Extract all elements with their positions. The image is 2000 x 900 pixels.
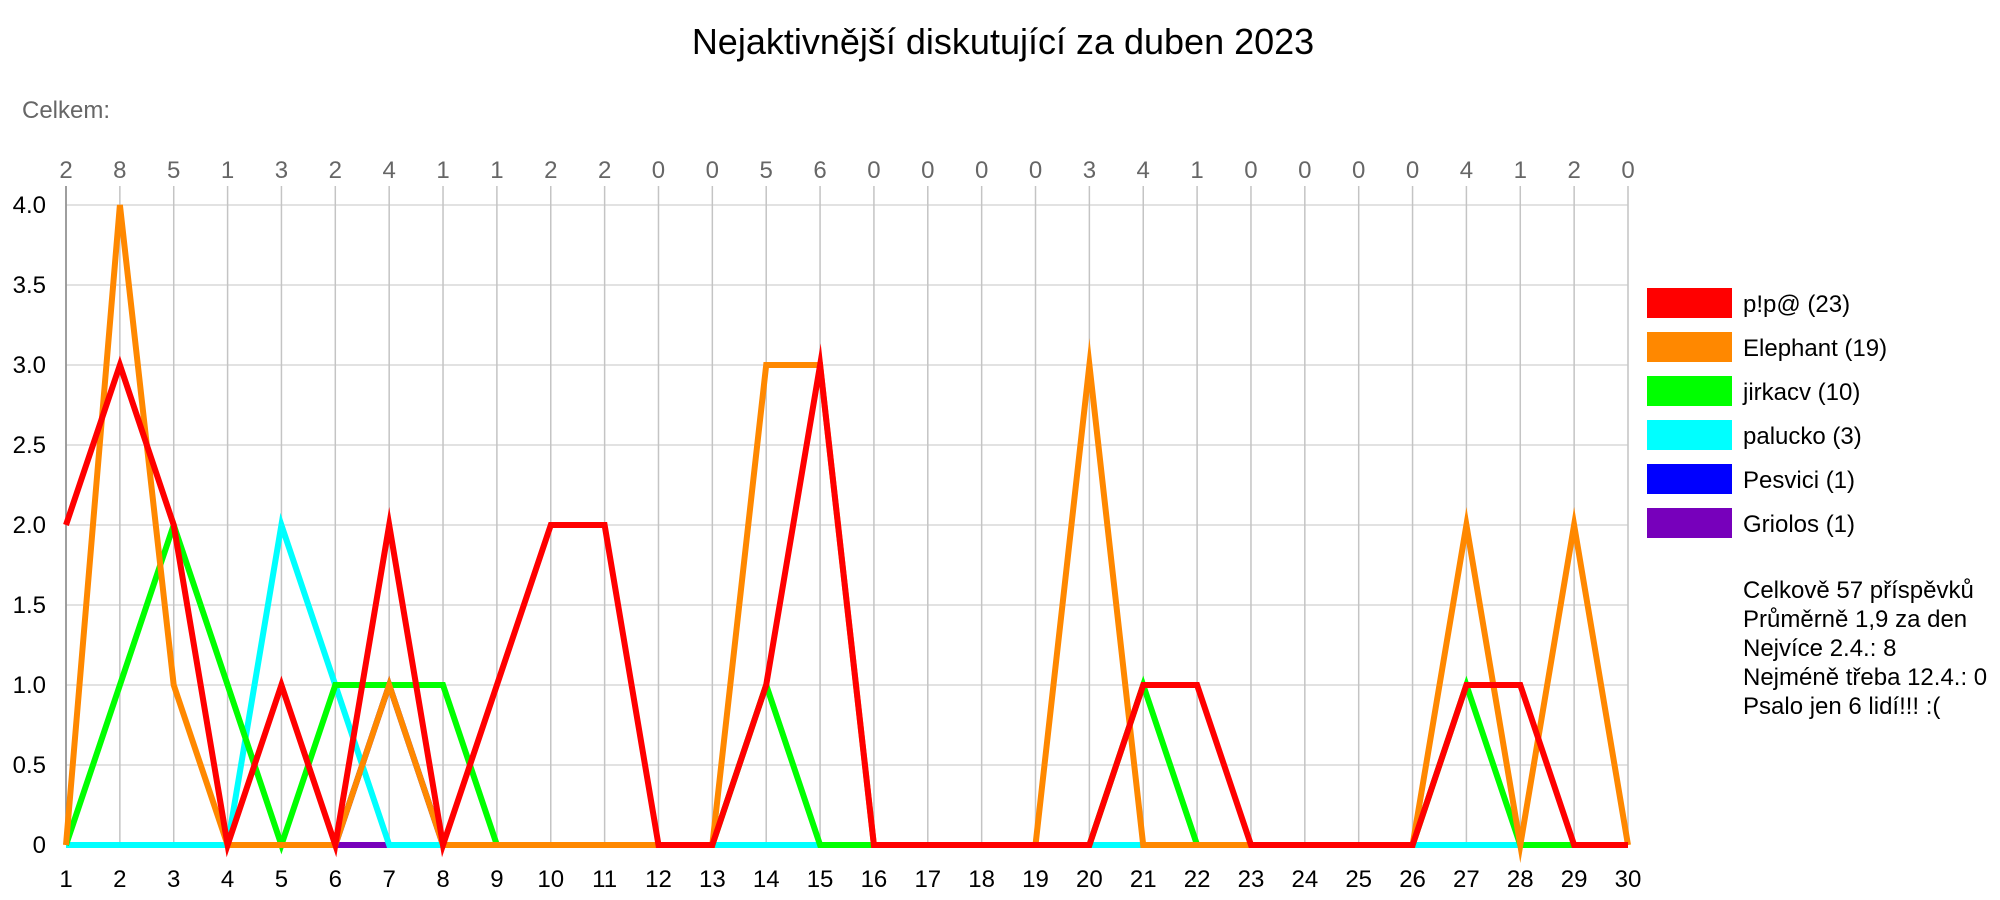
daily-total-label: 1 [1514, 157, 1527, 184]
x-tick-label: 18 [968, 866, 995, 893]
x-axis: 1 2 3 4 5 6 7 8 9 10 11 12 13 14 15 16 17 18 19 20 21 22 23 24 2… [59, 866, 1641, 893]
y-tick-label: 3.0 [13, 352, 46, 379]
daily-total-label: 0 [706, 157, 719, 184]
daily-total-label: 2 [1567, 157, 1580, 184]
daily-total-label: 0 [1298, 157, 1311, 184]
daily-totals-row: 2 8 5 1 3 2 4 1 1 2 2 0 0 5 6 0 0 0 0 3 4 1 0 0 0 0 4 1 2 0 [59, 157, 1634, 184]
chart-title: Nejaktivnější diskutující za duben 2023 [692, 21, 1314, 62]
daily-total-label: 5 [167, 157, 180, 184]
x-tick-label: 30 [1615, 866, 1642, 893]
x-tick-label: 8 [436, 866, 449, 893]
x-tick-label: 10 [537, 866, 564, 893]
x-tick-label: 27 [1453, 866, 1480, 893]
legend-swatch [1647, 464, 1732, 494]
totals-label: Celkem: [22, 97, 110, 124]
series-line [63, 343, 1628, 858]
daily-total-label: 2 [59, 157, 72, 184]
x-tick-label: 23 [1238, 866, 1265, 893]
y-tick-label: 2.0 [13, 512, 46, 539]
stats-line: Průměrně 1,9 za den [1743, 606, 1967, 633]
daily-total-label: 4 [1460, 157, 1473, 184]
x-tick-label: 28 [1507, 866, 1534, 893]
legend-swatch [1647, 508, 1732, 538]
daily-total-label: 0 [975, 157, 988, 184]
x-tick-label: 16 [861, 866, 888, 893]
daily-total-label: 0 [867, 157, 880, 184]
y-tick-label: 3.5 [13, 272, 46, 299]
stats-line: Nejvíce 2.4.: 8 [1743, 635, 1896, 662]
legend-label: Elephant (19) [1743, 335, 1887, 362]
stats-line: Nejméně třeba 12.4.: 0 [1743, 664, 1987, 691]
y-axis: 0 0.5 1.0 1.5 2.0 2.5 3.0 3.5 4.0 [13, 192, 46, 859]
daily-total-label: 1 [490, 157, 503, 184]
daily-total-label: 1 [436, 157, 449, 184]
daily-total-label: 0 [1244, 157, 1257, 184]
legend-label: p!p@ (23) [1743, 291, 1850, 318]
legend-swatch [1647, 288, 1732, 318]
stats-line: Celkově 57 příspěvků [1743, 577, 1974, 604]
legend-swatch [1647, 420, 1732, 450]
daily-total-label: 0 [1029, 157, 1042, 184]
x-tick-label: 26 [1399, 866, 1426, 893]
x-tick-label: 29 [1561, 866, 1588, 893]
x-tick-label: 22 [1184, 866, 1211, 893]
daily-total-label: 1 [1190, 157, 1203, 184]
daily-total-label: 4 [1137, 157, 1150, 184]
x-tick-label: 6 [329, 866, 342, 893]
daily-total-label: 2 [329, 157, 342, 184]
x-tick-label: 21 [1130, 866, 1157, 893]
x-tick-label: 3 [167, 866, 180, 893]
legend: p!p@ (23) Elephant (19) jirkacv (10) paluck… [1647, 288, 1887, 538]
daily-total-label: 0 [1621, 157, 1634, 184]
x-tick-label: 14 [753, 866, 780, 893]
x-tick-label: 2 [113, 866, 126, 893]
y-tick-label: 0 [33, 832, 46, 859]
x-tick-label: 19 [1022, 866, 1049, 893]
legend-label: Pesvici (1) [1743, 467, 1855, 494]
legend-label: palucko (3) [1743, 423, 1862, 450]
daily-total-label: 3 [1083, 157, 1096, 184]
x-tick-label: 9 [490, 866, 503, 893]
y-tick-label: 1.5 [13, 592, 46, 619]
x-tick-label: 12 [645, 866, 672, 893]
y-tick-label: 1.0 [13, 672, 46, 699]
daily-total-label: 0 [1352, 157, 1365, 184]
grid [65, 186, 1629, 846]
daily-total-label: 0 [921, 157, 934, 184]
stats-line: Psalo jen 6 lidí!!! :( [1743, 693, 1940, 720]
daily-total-label: 0 [1406, 157, 1419, 184]
daily-total-label: 5 [760, 157, 773, 184]
x-tick-label: 15 [807, 866, 834, 893]
daily-total-label: 2 [598, 157, 611, 184]
x-tick-label: 5 [275, 866, 288, 893]
legend-label: Griolos (1) [1743, 511, 1855, 538]
x-tick-label: 1 [59, 866, 72, 893]
daily-total-label: 4 [382, 157, 395, 184]
x-tick-label: 24 [1291, 866, 1318, 893]
x-tick-label: 13 [699, 866, 726, 893]
y-tick-label: 4.0 [13, 192, 46, 219]
daily-total-label: 6 [813, 157, 826, 184]
x-tick-label: 11 [592, 866, 617, 893]
series-lines [63, 204, 1631, 864]
x-tick-label: 17 [914, 866, 941, 893]
x-tick-label: 7 [382, 866, 395, 893]
daily-total-label: 3 [275, 157, 288, 184]
daily-total-label: 2 [544, 157, 557, 184]
daily-total-label: 8 [113, 157, 126, 184]
daily-total-label: 0 [652, 157, 665, 184]
legend-swatch [1647, 332, 1732, 362]
legend-label: jirkacv (10) [1742, 379, 1860, 406]
y-tick-label: 2.5 [13, 432, 46, 459]
daily-total-label: 1 [221, 157, 234, 184]
x-tick-label: 4 [221, 866, 234, 893]
legend-swatch [1647, 376, 1732, 406]
x-tick-label: 20 [1076, 866, 1103, 893]
x-tick-label: 25 [1345, 866, 1372, 893]
y-tick-label: 0.5 [13, 752, 46, 779]
